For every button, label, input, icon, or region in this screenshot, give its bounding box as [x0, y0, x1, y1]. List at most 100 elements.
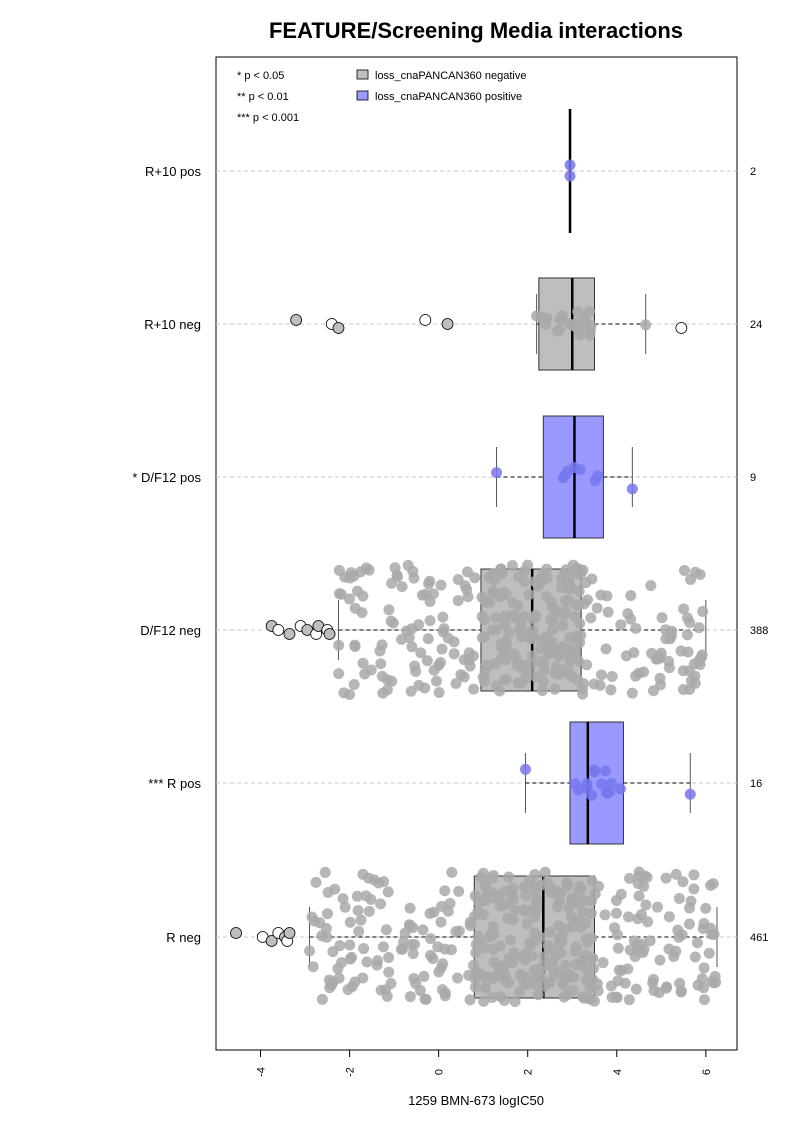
- data-point: [614, 783, 626, 795]
- data-point: [383, 604, 395, 616]
- data-point: [656, 612, 668, 624]
- data-point: [552, 901, 564, 913]
- data-point: [352, 905, 364, 917]
- data-point: [565, 911, 577, 923]
- data-point: [600, 765, 612, 777]
- data-point: [677, 876, 689, 888]
- outlier-point: [332, 322, 345, 334]
- data-point: [380, 924, 392, 936]
- data-point: [512, 677, 524, 689]
- data-point: [479, 666, 491, 678]
- group-count: 24: [750, 319, 762, 331]
- data-point: [660, 872, 672, 884]
- data-point: [406, 641, 418, 653]
- data-point: [519, 659, 531, 671]
- data-point: [678, 603, 690, 615]
- data-point: [433, 687, 445, 699]
- data-point: [606, 670, 618, 682]
- group-label: * D/F12 pos: [132, 470, 201, 485]
- data-point: [333, 564, 345, 576]
- data-point: [690, 566, 702, 578]
- data-point: [522, 559, 534, 571]
- data-point: [498, 994, 510, 1006]
- data-point: [518, 904, 530, 916]
- data-point: [697, 606, 709, 618]
- data-point: [405, 685, 417, 697]
- data-point: [435, 962, 447, 974]
- data-point: [437, 611, 449, 623]
- group-count: 16: [750, 778, 762, 790]
- data-point: [478, 995, 490, 1007]
- data-point: [357, 868, 369, 880]
- data-point: [624, 872, 636, 884]
- data-point: [349, 639, 361, 651]
- data-point: [486, 887, 498, 899]
- data-point: [335, 588, 347, 600]
- data-point: [445, 944, 457, 956]
- data-point: [677, 684, 689, 696]
- outlier-point: [283, 628, 296, 640]
- data-point: [503, 871, 515, 883]
- data-point: [319, 866, 331, 878]
- data-point: [689, 951, 701, 963]
- data-point: [682, 646, 694, 658]
- data-point: [585, 320, 597, 332]
- data-point: [380, 984, 392, 996]
- data-point: [425, 933, 437, 945]
- data-point: [707, 878, 719, 890]
- data-point: [640, 319, 652, 331]
- x-tick-label: -4: [256, 1067, 268, 1077]
- data-point: [583, 993, 595, 1005]
- data-point: [321, 908, 333, 920]
- data-point: [519, 576, 531, 588]
- data-point: [478, 675, 490, 687]
- data-point: [373, 877, 385, 889]
- data-point: [585, 612, 597, 624]
- data-point: [709, 970, 721, 982]
- data-point: [410, 665, 422, 677]
- outlier-point: [441, 318, 454, 330]
- data-point: [546, 624, 558, 636]
- data-point: [673, 931, 685, 943]
- data-point: [491, 467, 503, 479]
- data-point: [337, 893, 349, 905]
- data-point: [556, 936, 568, 948]
- data-point: [575, 921, 587, 933]
- data-point: [588, 766, 600, 778]
- data-point: [610, 907, 622, 919]
- data-point: [548, 603, 560, 615]
- data-point: [693, 622, 705, 634]
- data-point: [428, 664, 440, 676]
- data-point: [620, 650, 632, 662]
- data-point: [611, 929, 623, 941]
- data-point: [483, 572, 495, 584]
- data-point: [545, 961, 557, 973]
- data-point: [633, 890, 645, 902]
- data-point: [633, 667, 645, 679]
- data-point: [500, 674, 512, 686]
- data-point: [557, 620, 569, 632]
- data-point: [415, 647, 427, 659]
- data-point: [494, 685, 506, 697]
- data-point: [539, 866, 551, 878]
- data-point: [469, 981, 481, 993]
- data-point: [404, 902, 416, 914]
- data-point: [452, 972, 464, 984]
- data-point: [557, 472, 569, 484]
- data-point: [489, 658, 501, 670]
- chart-title: FEATURE/Screening Media interactions: [269, 18, 683, 43]
- data-point: [523, 875, 535, 887]
- group-label: R+10 neg: [144, 317, 201, 332]
- data-point: [476, 632, 488, 644]
- data-point: [688, 869, 700, 881]
- data-point: [387, 617, 399, 629]
- data-point: [630, 983, 642, 995]
- data-point: [573, 880, 585, 892]
- data-point: [376, 670, 388, 682]
- data-point: [536, 684, 548, 696]
- data-point: [464, 994, 476, 1006]
- data-point: [529, 657, 541, 669]
- data-point: [450, 926, 462, 938]
- data-point: [637, 947, 649, 959]
